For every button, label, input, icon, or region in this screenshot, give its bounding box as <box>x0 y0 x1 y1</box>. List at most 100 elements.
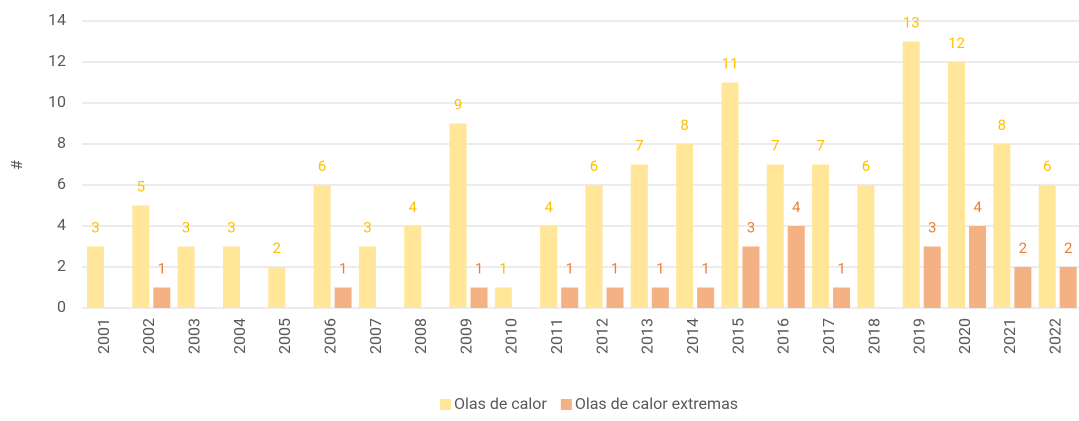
bar <box>742 246 760 308</box>
value-label: 6 <box>862 157 870 175</box>
x-tick-label: 2016 <box>774 318 793 354</box>
x-tick-label: 2012 <box>592 318 611 354</box>
value-label: 7 <box>771 136 779 154</box>
value-label: 12 <box>948 34 965 52</box>
value-label: 3 <box>182 218 190 236</box>
x-tick-label: 2007 <box>366 318 385 354</box>
x-tick-label: 2004 <box>230 318 249 354</box>
x-tick-label: 2018 <box>864 318 883 354</box>
x-tick-label: 2011 <box>547 318 566 354</box>
x-tick-label: 2021 <box>1000 318 1019 354</box>
value-label: 2 <box>1019 239 1027 257</box>
x-tick-label: 2017 <box>819 318 838 354</box>
bar <box>470 287 488 308</box>
bar <box>923 246 941 308</box>
value-label: 4 <box>792 198 801 216</box>
value-label: 3 <box>91 218 99 236</box>
value-label: 8 <box>998 116 1006 134</box>
value-label: 1 <box>656 259 664 277</box>
bar <box>697 287 715 308</box>
value-label: 2 <box>273 239 281 257</box>
x-tick-label: 2006 <box>320 318 339 354</box>
bar <box>449 123 467 308</box>
legend-label: Olas de calor <box>454 394 547 413</box>
y-tick-label: 4 <box>57 215 66 234</box>
x-tick-label: 2020 <box>955 318 974 354</box>
bar <box>630 164 648 308</box>
value-label: 1 <box>499 259 507 277</box>
bar <box>334 287 352 308</box>
value-label: 8 <box>680 116 688 134</box>
y-tick-label: 12 <box>48 51 66 70</box>
y-tick-label: 6 <box>57 174 66 193</box>
y-tick-label: 8 <box>57 133 66 152</box>
bar <box>313 185 331 308</box>
bar <box>833 287 851 308</box>
x-tick-label: 2002 <box>139 318 158 354</box>
value-label: 6 <box>1043 157 1051 175</box>
bar <box>969 226 987 308</box>
value-label: 1 <box>475 259 483 277</box>
bar <box>606 287 624 308</box>
bar <box>358 246 376 308</box>
x-tick-label: 2008 <box>411 318 430 354</box>
value-label: 3 <box>928 218 936 236</box>
bar <box>540 226 558 308</box>
x-tick-label: 2014 <box>683 318 702 354</box>
value-label: 4 <box>973 198 982 216</box>
value-label: 7 <box>816 136 824 154</box>
legend-swatch <box>560 399 572 410</box>
x-tick-label: 2010 <box>502 318 521 354</box>
y-tick-label: 0 <box>57 297 66 316</box>
x-tick-label: 2019 <box>910 318 929 354</box>
bar <box>87 246 104 308</box>
legend-label: Olas de calor extremas <box>575 394 738 413</box>
value-label: 9 <box>454 95 462 113</box>
value-label: 1 <box>158 259 166 277</box>
x-tick-label: 2015 <box>728 318 747 354</box>
legend-swatch <box>440 399 451 410</box>
bar <box>268 267 286 308</box>
bar <box>721 82 739 308</box>
value-label: 11 <box>722 54 739 72</box>
value-label: 13 <box>903 13 920 31</box>
y-axis-label: # <box>7 160 26 170</box>
value-label: 1 <box>837 259 845 277</box>
bar <box>766 164 784 308</box>
bar <box>812 164 830 308</box>
bar <box>651 287 669 308</box>
bar <box>404 226 422 308</box>
value-label: 2 <box>1064 239 1072 257</box>
bar <box>902 41 920 308</box>
value-label: 1 <box>611 259 619 277</box>
bar <box>993 144 1011 308</box>
value-label: 1 <box>565 259 573 277</box>
x-tick-label: 2022 <box>1046 318 1065 354</box>
bar <box>561 287 579 308</box>
y-tick-label: 10 <box>48 92 66 111</box>
bar <box>948 62 966 308</box>
value-label: 1 <box>701 259 709 277</box>
x-tick-label: 2009 <box>456 318 475 354</box>
bar <box>132 205 150 308</box>
x-tick-label: 2005 <box>275 318 294 354</box>
y-tick-label: 2 <box>57 256 66 275</box>
value-label: 6 <box>590 157 598 175</box>
y-tick-label: 14 <box>48 10 66 29</box>
x-tick-label: 2013 <box>638 318 657 354</box>
bar <box>177 246 195 308</box>
bar <box>1038 185 1056 308</box>
value-label: 4 <box>544 198 553 216</box>
value-label: 3 <box>227 218 235 236</box>
bar <box>676 144 694 308</box>
value-label: 6 <box>318 157 326 175</box>
x-tick-label: 2003 <box>185 318 204 354</box>
bar <box>1059 267 1077 308</box>
value-label: 7 <box>635 136 643 154</box>
bar <box>787 226 805 308</box>
bar <box>585 185 603 308</box>
bar <box>222 246 240 308</box>
bar <box>153 287 171 308</box>
value-label: 1 <box>339 259 347 277</box>
